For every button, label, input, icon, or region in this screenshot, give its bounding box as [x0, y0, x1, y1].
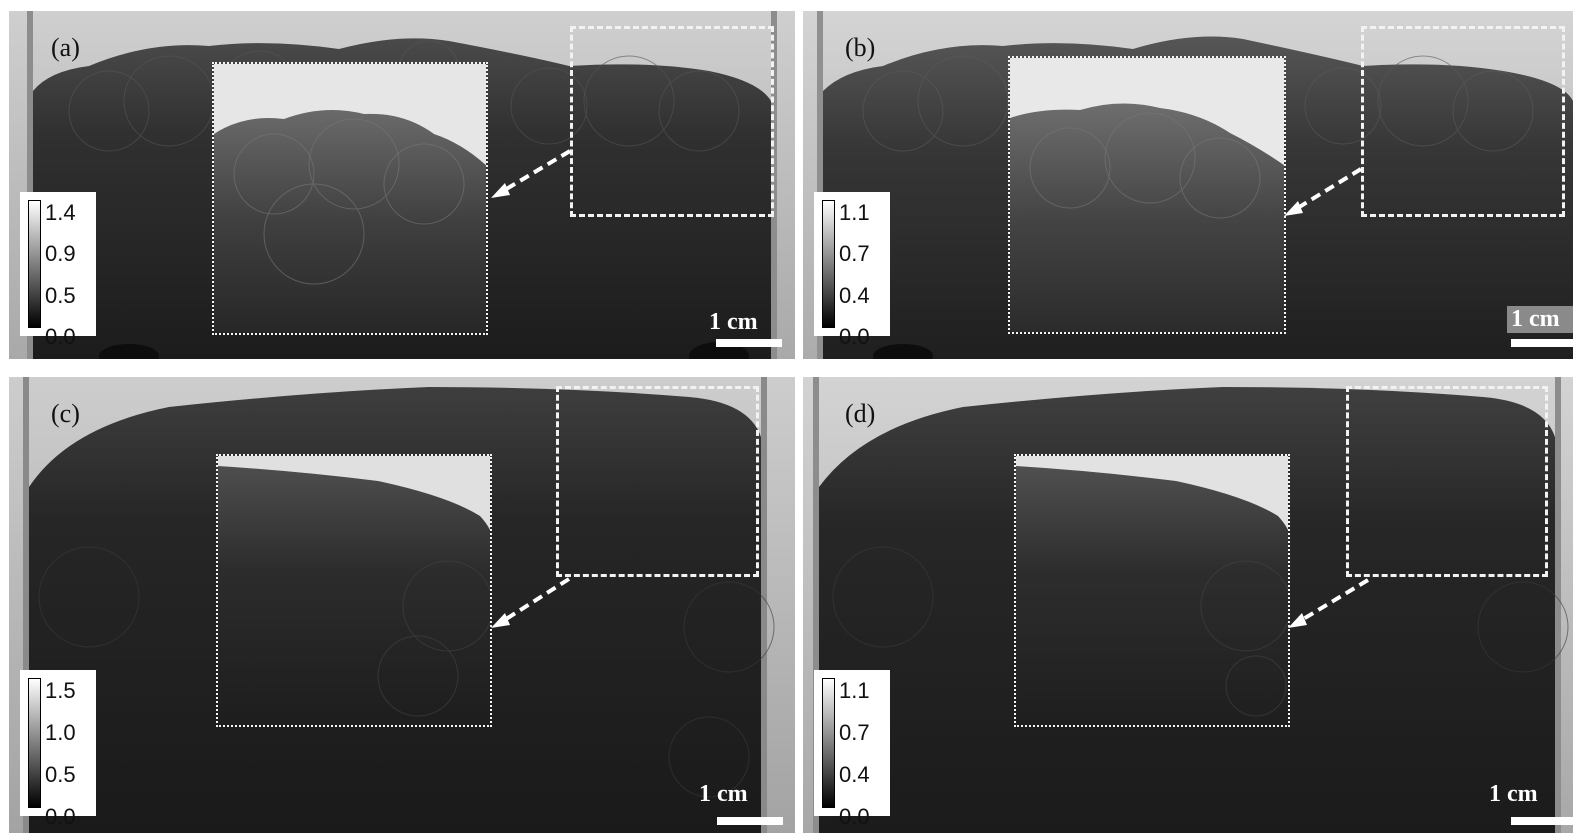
colorbar: 1.1 0.7 0.4 0.0: [814, 670, 890, 828]
colorbar-tick: 0.5: [45, 283, 76, 308]
scale-bar: [1511, 817, 1573, 825]
colorbar-tick: 0.0: [45, 324, 76, 349]
roi-box: [556, 386, 759, 577]
colorbar-tick: 1.5: [45, 678, 76, 703]
colorbar-tick: 0.7: [839, 720, 870, 745]
scale-bar: [1511, 339, 1573, 347]
panel-a: (a) 1.4 0.9 0.5 0.0 1 cm: [9, 11, 795, 359]
roi-box: [1361, 26, 1565, 217]
colorbar-tick: 0.0: [45, 804, 76, 829]
colorbar-gradient: [822, 678, 835, 808]
scale-bar: [716, 339, 782, 347]
panel-label: (c): [51, 399, 80, 428]
roi-box: [570, 26, 774, 217]
colorbar-tick: 0.7: [839, 241, 870, 266]
magnified-inset: [1014, 454, 1290, 727]
panel-d: (d) 1.1 0.7 0.4 0.0 1 cm: [803, 377, 1573, 833]
colorbar: 1.4 0.9 0.5 0.0: [20, 192, 96, 348]
colorbar-tick: 0.4: [839, 762, 870, 787]
panel-label: (b): [845, 33, 876, 62]
colorbar-tick: 1.0: [45, 720, 76, 745]
colorbar-tick: 0.0: [839, 804, 870, 829]
magnified-inset: [1008, 56, 1286, 334]
arrow-icon: [491, 577, 571, 628]
colorbar-tick: 1.4: [45, 200, 76, 225]
colorbar-tick: 1.1: [839, 200, 870, 225]
colorbar-gradient: [28, 678, 41, 808]
arrow-icon: [1284, 167, 1363, 216]
colorbar-tick: 0.0: [839, 324, 870, 349]
panel-label: (d): [845, 399, 876, 428]
colorbar-tick: 0.5: [45, 762, 76, 787]
colorbar: 1.1 0.7 0.4 0.0: [814, 192, 890, 348]
arrow-icon: [491, 149, 572, 198]
colorbar-tick: 0.4: [839, 283, 870, 308]
panel-c: (c) 1.5 1.0 0.5 0.0 1 cm: [9, 377, 795, 833]
scale-label: 1 cm: [709, 309, 758, 335]
magnified-inset: [216, 454, 492, 727]
colorbar-gradient: [822, 200, 835, 328]
scale-bar: [717, 817, 783, 825]
magnified-inset: [212, 62, 488, 335]
colorbar-tick: 0.9: [45, 241, 76, 266]
colorbar-tick: 1.1: [839, 678, 870, 703]
scale-label: 1 cm: [1489, 781, 1538, 807]
colorbar: 1.5 1.0 0.5 0.0: [20, 670, 96, 828]
arrow-icon: [1288, 578, 1370, 628]
scale-label: 1 cm: [699, 781, 748, 807]
panel-b: (b) 1.1 0.7 0.4 0.0 1 cm: [803, 11, 1573, 359]
scale-label: 1 cm: [1507, 306, 1573, 333]
panel-label: (a): [51, 33, 80, 62]
colorbar-gradient: [28, 200, 41, 328]
roi-box: [1346, 386, 1548, 577]
